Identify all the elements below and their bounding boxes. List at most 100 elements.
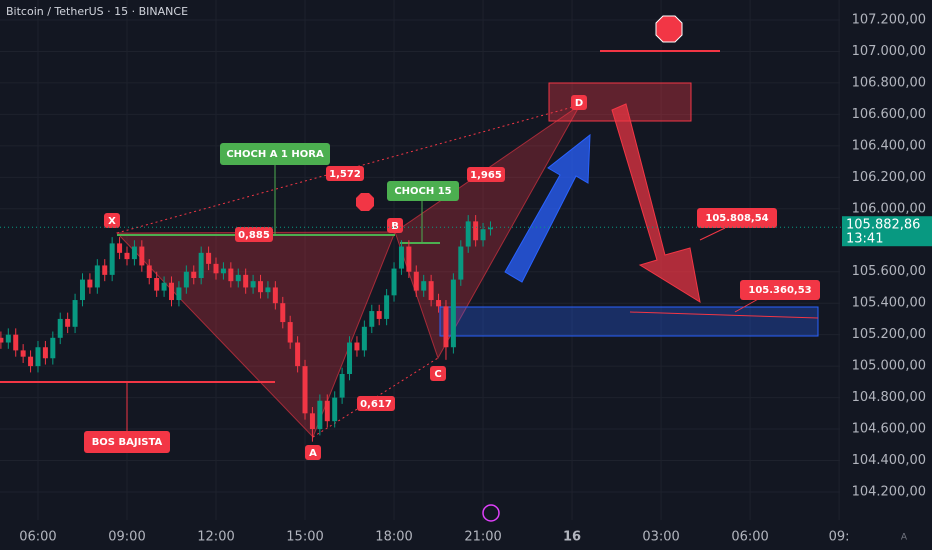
y-tick-label: 107.000,00 — [852, 44, 926, 59]
y-tick-label: 106.000,00 — [852, 201, 926, 216]
label-box — [220, 143, 330, 165]
candle-body — [57, 318, 63, 338]
candle-body — [376, 311, 382, 319]
candle-body — [487, 227, 493, 230]
candle-body — [309, 413, 315, 430]
target-line — [629, 311, 819, 319]
point-label: X — [108, 216, 116, 227]
y-tick-label: 105.200,00 — [852, 327, 926, 342]
y-tick-label: 106.400,00 — [852, 138, 926, 153]
candle-body — [124, 252, 130, 260]
label-box — [740, 280, 820, 300]
candle-body — [473, 221, 479, 241]
candle-body — [406, 246, 412, 272]
candle-body — [391, 268, 397, 296]
candle-body — [131, 246, 137, 260]
structure-label: BOS BAJISTA — [92, 437, 163, 448]
label-box — [697, 208, 777, 228]
countdown-label: 13:41 — [846, 232, 883, 247]
candle-body — [5, 334, 11, 343]
candle-body — [354, 342, 360, 351]
candle-body — [287, 322, 293, 343]
x-tick-label: 06:00 — [19, 530, 56, 545]
candle-body — [198, 252, 204, 279]
last-price-tag — [842, 216, 932, 247]
candle-body — [339, 373, 345, 398]
candle-body — [465, 221, 471, 247]
up-arrow — [504, 133, 591, 283]
y-tick-label: 105.400,00 — [852, 296, 926, 311]
candle-body — [28, 356, 34, 367]
candle-body — [369, 311, 375, 327]
candle-body — [272, 287, 278, 304]
event-icon — [482, 504, 500, 522]
point-label: B — [391, 221, 399, 232]
auto-scale: A — [901, 533, 908, 543]
candle-body — [228, 268, 234, 282]
candle-body — [176, 287, 182, 301]
down-arrow — [611, 103, 701, 304]
candle-body — [398, 246, 404, 269]
candle-body — [421, 281, 427, 291]
x-tick-label: 09:00 — [108, 530, 145, 545]
candle-body — [117, 243, 123, 253]
label-box — [387, 218, 403, 233]
y-tick-label: 106.800,00 — [852, 75, 926, 90]
candle-body — [361, 326, 367, 351]
label-box — [430, 366, 446, 381]
candle-body — [458, 246, 464, 280]
chart-title: Bitcoin / TetherUS · 15 · BINANCE — [6, 5, 188, 18]
target-label: 105.360,53 — [748, 285, 811, 296]
x-tick-label: 16 — [563, 530, 581, 545]
ratio-label: 0,617 — [360, 399, 392, 410]
candle-body — [347, 342, 353, 374]
label-box — [104, 213, 120, 228]
label-box — [84, 431, 170, 453]
x-tick-label: 15:00 — [286, 530, 323, 545]
axes: 107.200,00 107.000,00 106.800,00 106.600,00… — [0, 12, 932, 545]
label-box — [387, 181, 459, 201]
y-tick-label: 104.600,00 — [852, 422, 926, 437]
last-price-label: 105.882,86 — [846, 218, 920, 233]
candle-body — [220, 268, 226, 274]
candle-body — [413, 271, 419, 291]
candle-body — [154, 278, 160, 291]
point-label: A — [309, 448, 317, 459]
candle-body — [146, 265, 152, 279]
structure-label: CHOCH A 1 HORA — [226, 149, 324, 160]
y-tick-label: 104.800,00 — [852, 390, 926, 405]
candle-body — [102, 265, 108, 275]
stop-icon — [356, 193, 374, 211]
candle-body — [258, 281, 264, 293]
candle-body — [65, 318, 71, 327]
x-tick-label: 03:00 — [642, 530, 679, 545]
target-label: 105.808,54 — [705, 213, 768, 224]
candles — [0, 215, 493, 442]
candle-body — [436, 300, 442, 307]
candle-body — [295, 342, 301, 367]
label-box — [467, 167, 505, 182]
candle-body — [324, 400, 330, 422]
x-tick-label: 06:00 — [731, 530, 768, 545]
label-box — [235, 227, 273, 242]
ratio-label: 1,965 — [470, 170, 502, 181]
candle-body — [213, 263, 219, 274]
candle-body — [206, 252, 212, 264]
x-tick-label: 12:00 — [197, 530, 234, 545]
target-connector — [734, 297, 761, 313]
y-tick-label: 105.600,00 — [852, 264, 926, 279]
x-tick-label: 21:00 — [464, 530, 501, 545]
candle-body — [0, 337, 4, 343]
label-box — [357, 396, 395, 411]
candle-body — [20, 350, 26, 357]
candle-body — [235, 274, 241, 282]
point-label: C — [434, 369, 441, 380]
candle-body — [384, 295, 390, 319]
candle-body — [79, 279, 85, 301]
x-tick-label: 18:00 — [375, 530, 412, 545]
candle-body — [169, 282, 175, 301]
demand-zone — [439, 306, 819, 337]
label-box — [571, 95, 587, 110]
candle-body — [250, 281, 256, 288]
